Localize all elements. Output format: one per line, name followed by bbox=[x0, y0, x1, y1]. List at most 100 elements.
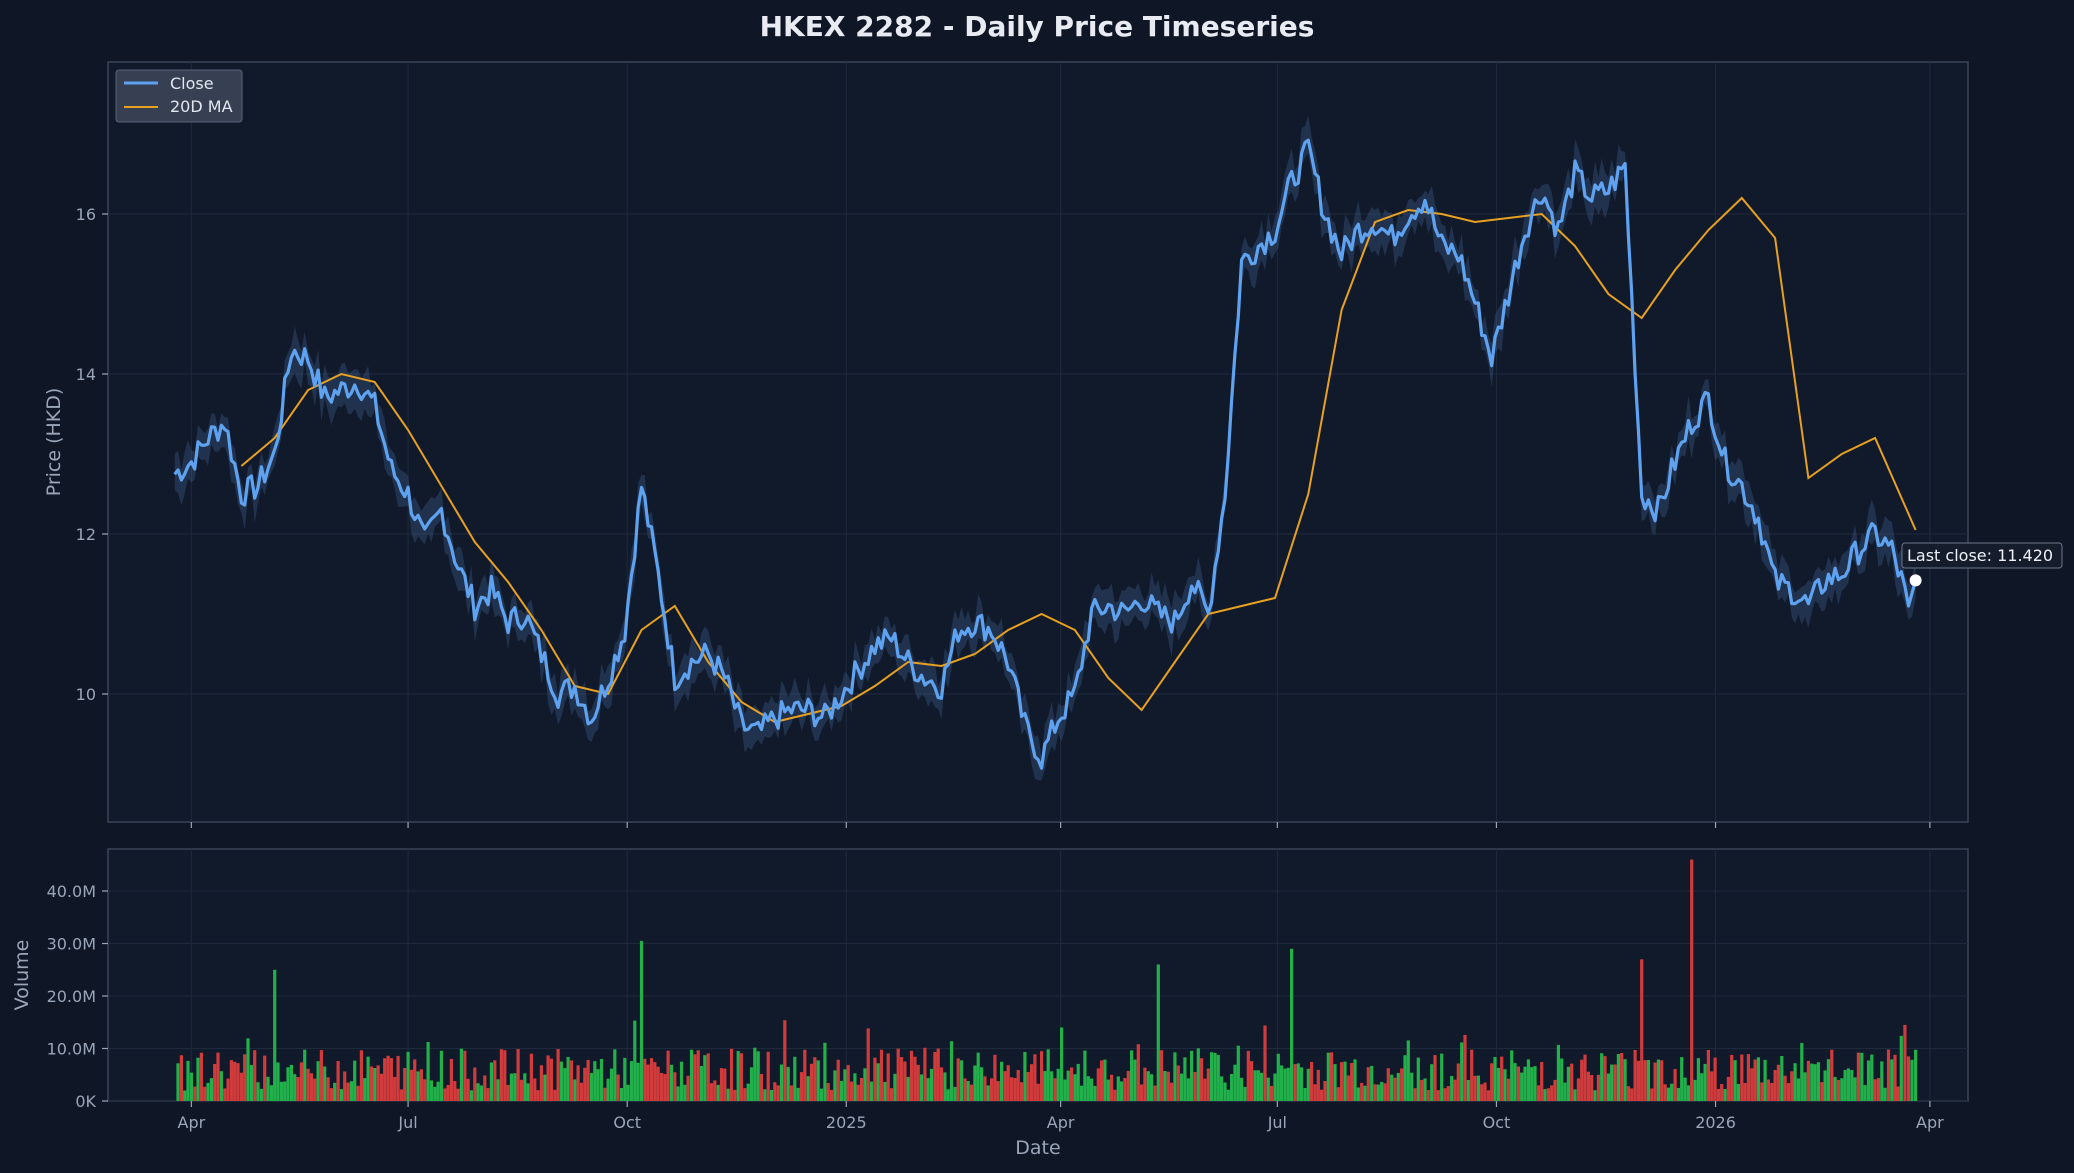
volume-bar bbox=[1836, 1080, 1840, 1101]
volume-bar bbox=[383, 1058, 387, 1101]
volume-bar bbox=[1196, 1048, 1200, 1101]
volume-bar bbox=[633, 1020, 637, 1101]
volume-bar bbox=[903, 1061, 907, 1101]
volume-bar bbox=[1506, 1078, 1510, 1101]
volume-bar bbox=[1490, 1063, 1494, 1101]
volume-bar bbox=[1786, 1083, 1790, 1101]
volume-bar bbox=[1563, 1082, 1567, 1101]
volume-bar bbox=[1000, 1061, 1004, 1101]
volume-bar bbox=[1300, 1067, 1304, 1101]
volume-bar bbox=[1303, 1088, 1307, 1101]
volume-bar bbox=[1550, 1085, 1554, 1101]
volume-bar bbox=[376, 1065, 380, 1101]
volume-bar bbox=[806, 1076, 810, 1101]
volume-bar bbox=[679, 1061, 684, 1101]
volume-bar bbox=[1263, 1025, 1267, 1101]
volume-bar bbox=[1690, 859, 1694, 1101]
volume-bar bbox=[1470, 1049, 1474, 1101]
legend-ma-label: 20D MA bbox=[170, 97, 233, 116]
volume-bar bbox=[643, 1058, 647, 1101]
volume-bar bbox=[583, 1067, 587, 1101]
volume-bar bbox=[1680, 1057, 1684, 1101]
volume-bar bbox=[1793, 1063, 1797, 1101]
volume-bar bbox=[1833, 1077, 1837, 1101]
volume-bar bbox=[996, 1081, 1000, 1101]
volume-bar bbox=[456, 1088, 460, 1101]
volume-bar bbox=[533, 1078, 537, 1101]
volume-bar bbox=[1880, 1061, 1884, 1101]
volume-bar bbox=[866, 1028, 870, 1101]
volume-bar bbox=[1260, 1072, 1264, 1101]
volume-bar bbox=[1210, 1052, 1214, 1101]
volume-bar bbox=[1110, 1074, 1114, 1101]
volume-bar bbox=[1046, 1049, 1050, 1101]
volume-bar bbox=[596, 1069, 600, 1101]
volume-bar bbox=[1580, 1059, 1584, 1101]
volume-bar bbox=[683, 1084, 687, 1101]
volume-bar bbox=[726, 1088, 730, 1101]
volume-bar bbox=[1323, 1081, 1327, 1101]
volume-bar bbox=[1356, 1087, 1360, 1101]
volume-bar bbox=[356, 1085, 360, 1101]
volume-bar bbox=[1750, 1068, 1754, 1101]
volume-bar bbox=[589, 1073, 594, 1101]
volume-bar bbox=[1446, 1086, 1450, 1101]
volume-bar bbox=[256, 1082, 260, 1101]
volume-bar bbox=[209, 1078, 213, 1101]
volume-bar bbox=[829, 1089, 834, 1101]
volume-bar bbox=[463, 1050, 467, 1101]
volume-bar bbox=[1876, 1078, 1881, 1101]
volume-y-tick-label: 20.0M bbox=[47, 987, 96, 1006]
volume-bar bbox=[1883, 1087, 1887, 1101]
volume-bar bbox=[689, 1049, 694, 1101]
x-tick-label: Apr bbox=[1047, 1113, 1075, 1132]
volume-bar bbox=[1056, 1068, 1060, 1101]
volume-bar bbox=[1366, 1067, 1370, 1101]
volume-bar bbox=[363, 1078, 367, 1101]
volume-bar bbox=[933, 1051, 937, 1101]
volume-bar bbox=[393, 1076, 397, 1101]
volume-bar bbox=[1396, 1073, 1400, 1101]
volume-bar bbox=[876, 1063, 880, 1101]
volume-bar bbox=[1890, 1059, 1894, 1101]
volume-bar bbox=[603, 1087, 607, 1101]
volume-bar bbox=[713, 1080, 717, 1101]
volume-bar bbox=[1753, 1059, 1757, 1101]
volume-bar bbox=[1756, 1057, 1760, 1101]
x-tick-label: Oct bbox=[1483, 1113, 1511, 1132]
volume-bar bbox=[949, 1041, 954, 1101]
volume-bar bbox=[1083, 1050, 1087, 1101]
last-close-annotation: Last close: 11.420 bbox=[1901, 542, 2063, 587]
volume-bar bbox=[1466, 1080, 1470, 1101]
volume-bar bbox=[1693, 1079, 1697, 1101]
volume-bar bbox=[339, 1089, 343, 1101]
volume-bar bbox=[196, 1057, 200, 1101]
volume-bar bbox=[709, 1083, 714, 1101]
volume-bar bbox=[1116, 1076, 1120, 1101]
volume-bar bbox=[489, 1062, 493, 1101]
volume-bar bbox=[1663, 1084, 1667, 1101]
volume-bar bbox=[1460, 1042, 1464, 1101]
volume-bar bbox=[1126, 1070, 1130, 1101]
volume-bar bbox=[1763, 1059, 1767, 1101]
volume-bar bbox=[436, 1081, 440, 1101]
volume-bar bbox=[1896, 1086, 1900, 1101]
volume-bar bbox=[1176, 1065, 1180, 1101]
volume-bar bbox=[1403, 1055, 1407, 1101]
volume-bar bbox=[1233, 1064, 1237, 1101]
volume-bar bbox=[913, 1056, 917, 1101]
volume-bar bbox=[739, 1053, 744, 1101]
volume-bar bbox=[1713, 1057, 1717, 1101]
volume-bar bbox=[519, 1079, 523, 1101]
volume-bar bbox=[936, 1048, 940, 1101]
volume-bar bbox=[316, 1061, 320, 1101]
volume-bar bbox=[1180, 1073, 1184, 1101]
volume-bar bbox=[1706, 1050, 1710, 1101]
volume-bar bbox=[246, 1038, 250, 1101]
volume-bar bbox=[779, 1064, 784, 1101]
volume-bar bbox=[556, 1049, 560, 1101]
volume-bar bbox=[1040, 1051, 1044, 1101]
volume-bar bbox=[1546, 1088, 1550, 1101]
volume-bar bbox=[433, 1086, 437, 1101]
